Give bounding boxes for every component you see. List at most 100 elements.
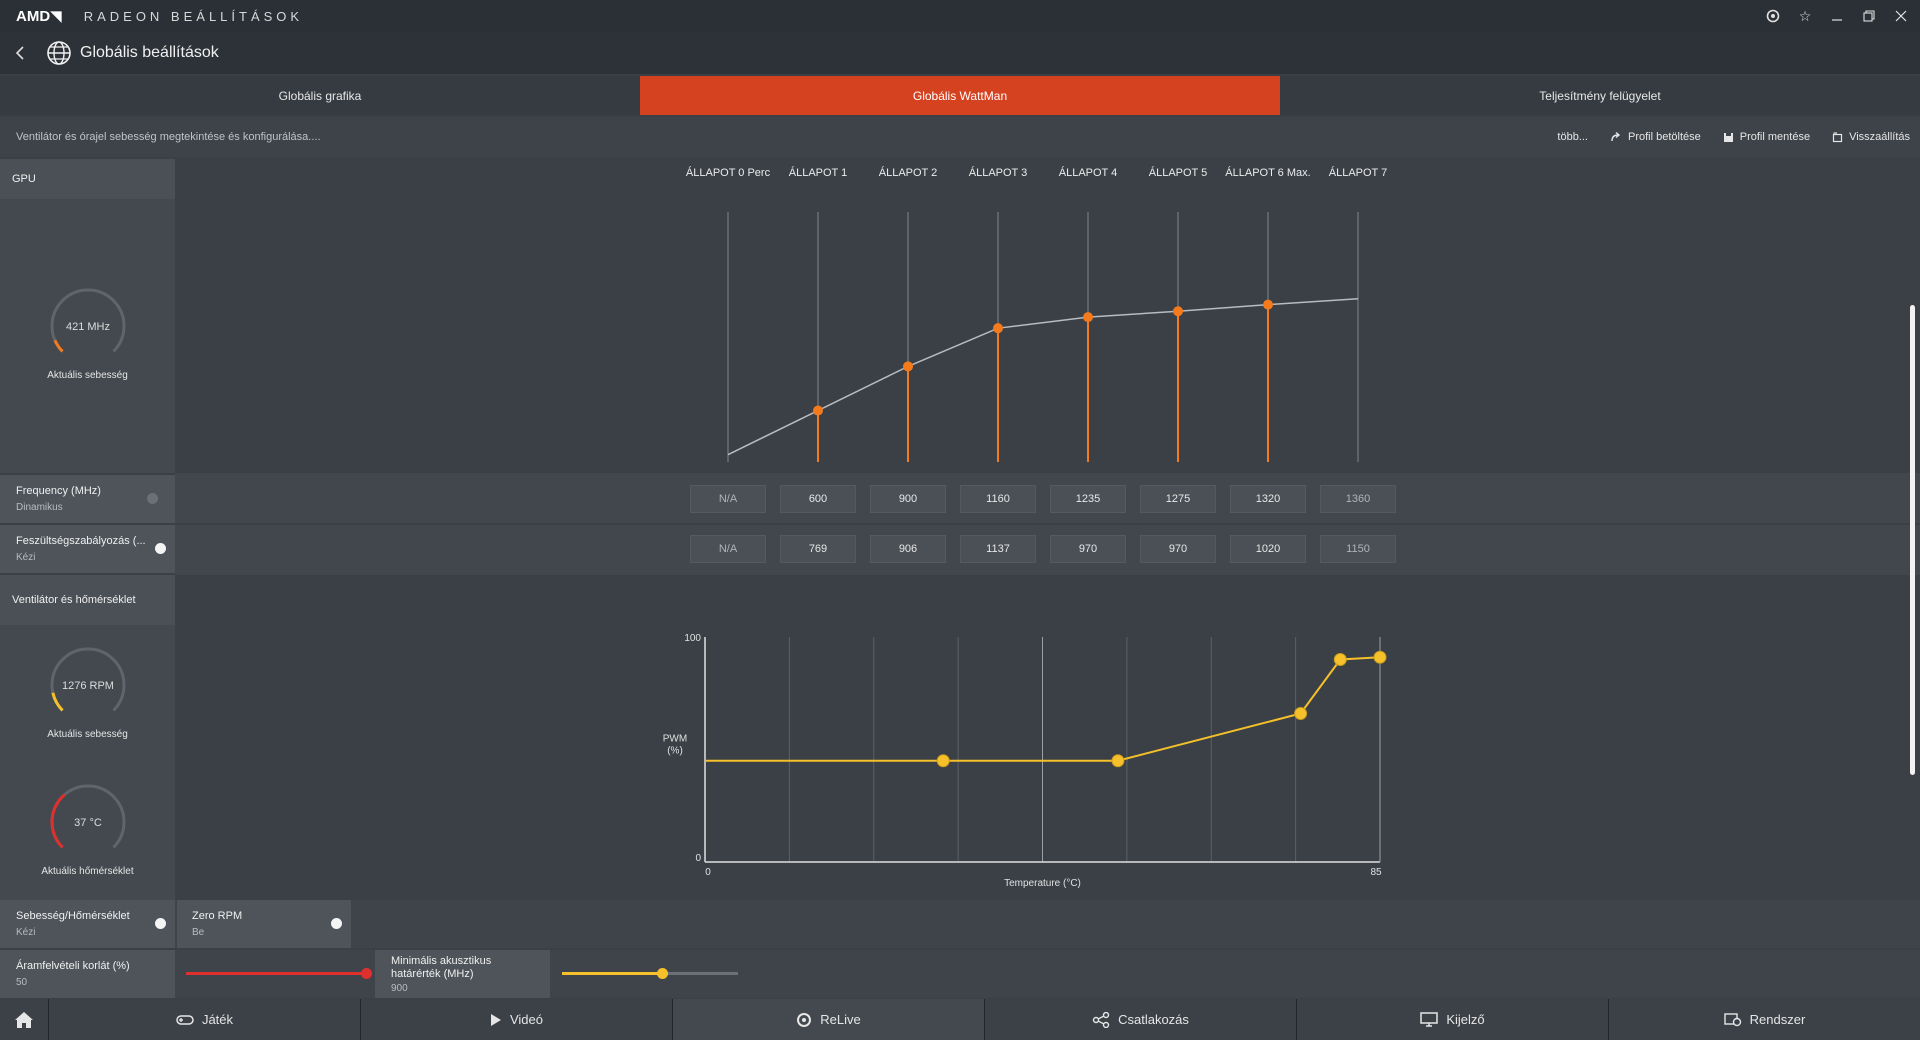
fan-gauge-panel (0, 625, 175, 900)
fan-point-3[interactable] (1294, 707, 1308, 720)
frequency-value-box-4[interactable]: 1235 (1050, 485, 1126, 513)
clock-point-2[interactable] (903, 361, 913, 372)
monitor-icon (1420, 1012, 1439, 1027)
voltage-value-box-2[interactable]: 906 (870, 535, 946, 563)
state-label-3: ÁLLAPOT 3 (968, 167, 1028, 179)
voltage-value-box-5[interactable]: 970 (1140, 535, 1216, 563)
reset-icon (1832, 131, 1843, 142)
load-profile-label: Profil betöltése (1627, 131, 1701, 143)
star-icon[interactable]: ☆ (1798, 7, 1812, 24)
voltage-value-box-7[interactable]: 1150 (1320, 535, 1396, 563)
frequency-value-box-3[interactable]: 1160 (960, 485, 1036, 513)
bottom-tab-relive[interactable]: ReLive (672, 999, 984, 1040)
relive-icon (797, 1012, 812, 1027)
fan-ytick-min: 0 (695, 853, 701, 864)
power-slider-fill (186, 972, 366, 975)
frequency-value-box-1[interactable]: 600 (780, 485, 856, 513)
frequency-toggle[interactable] (147, 493, 158, 504)
fan-speed-gauge: 1276 RPM Aktuális sebesség (0, 645, 175, 740)
close-icon[interactable] (1894, 9, 1908, 23)
tab-global-wattman[interactable]: Globális WattMan (640, 76, 1280, 115)
speed-temp-toggle[interactable] (155, 918, 166, 929)
state-label-7: ÁLLAPOT 7 (1328, 167, 1388, 179)
home-button[interactable] (0, 999, 48, 1040)
bottom-tab-relive-label: ReLive (820, 1012, 861, 1027)
bottom-tab-system-label: Rendszer (1749, 1012, 1806, 1027)
voltage-toggle[interactable] (155, 543, 166, 554)
gpu-gauge-panel (0, 199, 175, 473)
voltage-value-box-3[interactable]: 1137 (960, 535, 1036, 563)
temperature-gauge: 37 °C Aktuális hőmérséklet (0, 782, 175, 877)
subheader: Ventilátor és órajel sebesség megtekinté… (0, 117, 1920, 157)
frequency-value-box-6[interactable]: 1320 (1230, 485, 1306, 513)
acoustic-limit-value: 900 (391, 983, 408, 994)
frequency-value-box-0[interactable]: N/A (690, 485, 766, 513)
acoustic-limit-slider[interactable] (562, 968, 738, 980)
fan-point-1[interactable] (936, 754, 950, 768)
bottom-tab-video-label: Videó (509, 1012, 543, 1027)
state-label-0: ÁLLAPOT 0 Perc (685, 167, 771, 179)
fan-curve-chart[interactable]: 100 00 85 Temperature (°C) PWM(%) (640, 625, 1420, 895)
bottom-tab-connect-label: Csatlakozás (1118, 1012, 1189, 1027)
scrollbar[interactable] (1910, 305, 1915, 775)
clock-point-6[interactable] (1263, 299, 1273, 310)
bottom-tab-game[interactable]: Játék (48, 999, 360, 1040)
minimize-icon[interactable] (1830, 9, 1844, 23)
voltage-value-box-4[interactable]: 970 (1050, 535, 1126, 563)
clock-point-4[interactable] (1083, 312, 1093, 323)
voltage-mode: Kézi (16, 552, 36, 563)
clock-point-1[interactable] (813, 405, 823, 416)
gauge-fill (50, 793, 66, 849)
tab-performance-monitor[interactable]: Teljesítmény felügyelet (1539, 88, 1661, 103)
bottom-tab-display[interactable]: Kijelző (1296, 999, 1608, 1040)
frequency-value-box-2[interactable]: 900 (870, 485, 946, 513)
load-profile-button[interactable]: Profil betöltése (1610, 131, 1701, 143)
voltage-value-box-0[interactable]: N/A (690, 535, 766, 563)
fan-controls-band (175, 900, 1920, 948)
radeon-icon[interactable] (1766, 9, 1780, 23)
frequency-row[interactable]: Frequency (MHz) Dinamikus (0, 475, 175, 523)
zero-rpm-toggle[interactable] (331, 918, 342, 929)
bottom-tab-connect[interactable]: Csatlakozás (984, 999, 1296, 1040)
tab-global-graphics[interactable]: Globális grafika (278, 88, 362, 103)
bottom-tab-video[interactable]: Videó (360, 999, 672, 1040)
voltage-value-box-6[interactable]: 1020 (1230, 535, 1306, 563)
fan-y-label-1: PWM (663, 734, 687, 745)
speed-temp-row[interactable]: Sebesség/Hőmérséklet Kézi (0, 900, 175, 948)
save-profile-button[interactable]: Profil mentése (1723, 131, 1810, 143)
clock-point-3[interactable] (993, 323, 1003, 334)
gamepad-icon (176, 1014, 194, 1025)
fan-point-5[interactable] (1373, 650, 1387, 664)
power-limit-slider[interactable] (186, 968, 372, 980)
zero-rpm-row[interactable]: Zero RPM Be (177, 900, 351, 948)
more-link[interactable]: több... (1557, 131, 1588, 143)
frequency-value-box-7[interactable]: 1360 (1320, 485, 1396, 513)
voltage-value-box-1[interactable]: 769 (780, 535, 856, 563)
fan-point-2[interactable] (1111, 754, 1125, 768)
voltage-row[interactable]: Feszültségszabályozás (... Kézi (0, 525, 175, 573)
back-arrow-icon[interactable] (10, 43, 30, 63)
clock-point-5[interactable] (1173, 306, 1183, 317)
clock-state-chart[interactable] (700, 200, 1400, 470)
restore-icon[interactable] (1862, 9, 1876, 23)
fan-speed-dial: 1276 RPM (50, 647, 125, 712)
reset-button[interactable]: Visszaállítás (1832, 131, 1910, 143)
acoustic-slider-knob[interactable] (656, 968, 668, 979)
clock-curve (727, 298, 1359, 456)
fan-point-4[interactable] (1333, 653, 1347, 666)
acoustic-limit-title: Minimális akusztikus határérték (MHz) (391, 955, 492, 980)
state-label-2: ÁLLAPOT 2 (878, 167, 938, 179)
state-label-5: ÁLLAPOT 5 (1148, 167, 1208, 179)
gpu-clock-gauge: 421 MHz Aktuális sebesség (0, 286, 175, 381)
gauge-fill (50, 692, 64, 712)
frequency-value-box-5[interactable]: 1275 (1140, 485, 1216, 513)
gpu-section-label: GPU (12, 173, 36, 185)
power-slider-knob[interactable] (360, 968, 372, 979)
gpu-clock-dial: 421 MHz (50, 288, 125, 353)
bottom-tab-system[interactable]: Rendszer (1608, 999, 1920, 1040)
state-label-4: ÁLLAPOT 4 (1058, 167, 1118, 179)
speed-temp-mode: Kézi (16, 927, 36, 938)
fan-curve (705, 656, 1381, 762)
amd-logo: AMD◥ (16, 8, 62, 25)
globe-icon (47, 41, 71, 65)
